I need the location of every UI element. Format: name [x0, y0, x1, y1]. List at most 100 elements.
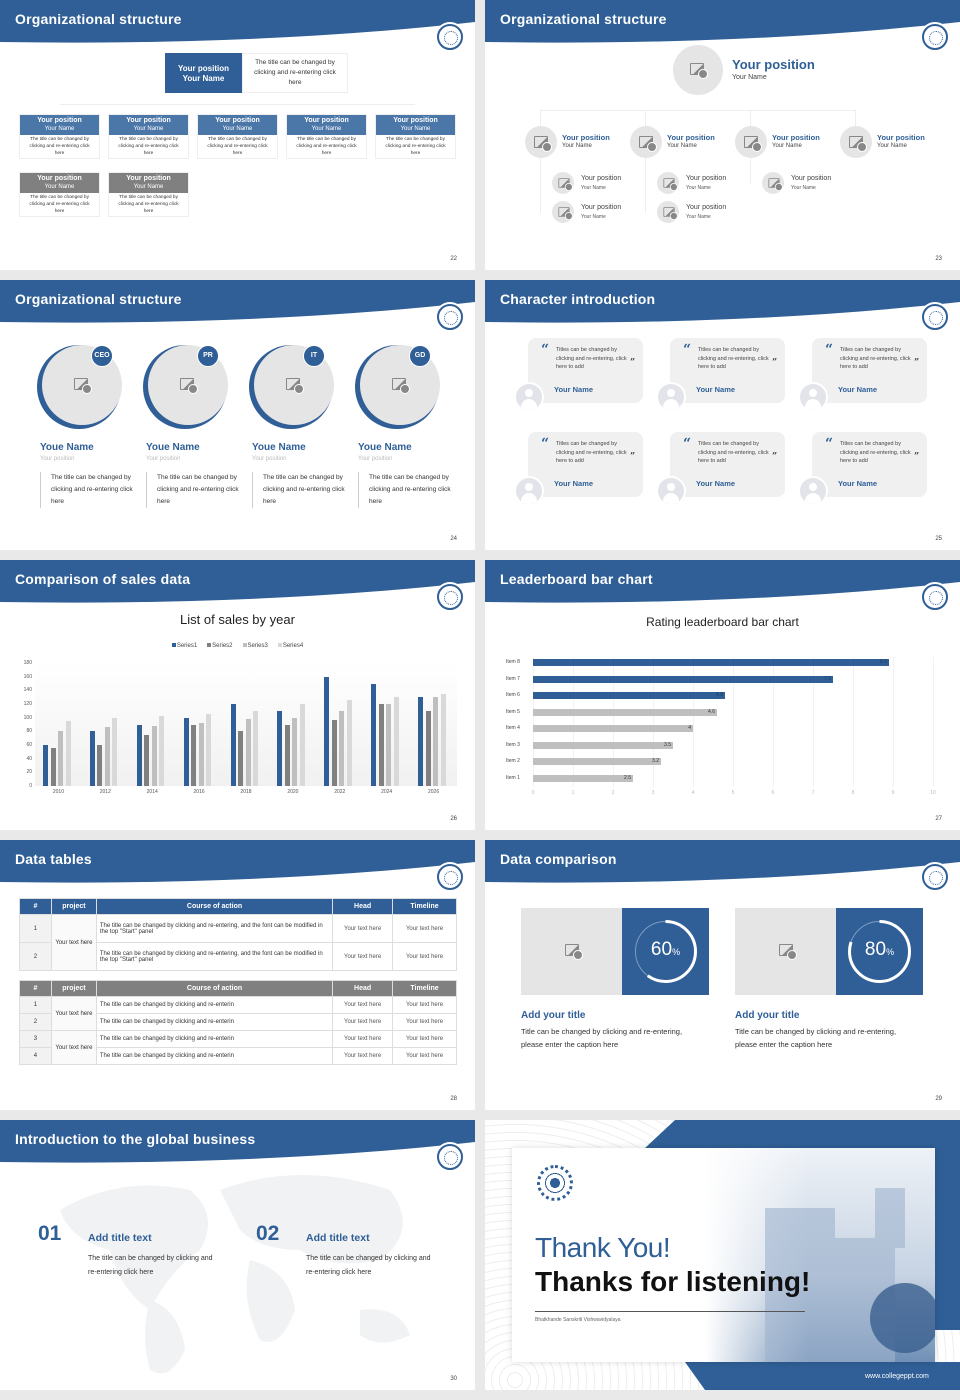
quote-card[interactable]: “ Titles can be changed by clicking and r…	[528, 432, 643, 497]
avatar-circle[interactable]	[630, 126, 662, 158]
avatar-circle-small[interactable]	[552, 201, 574, 223]
position-card[interactable]: Your position Your Name The title can be c…	[197, 114, 278, 159]
slide-24[interactable]: Organizational structure 24 CEO Youe Name Yo…	[0, 280, 475, 550]
avatar-circle[interactable]	[525, 126, 557, 158]
image-placeholder[interactable]	[735, 908, 836, 995]
legend-item: Series3	[242, 643, 268, 649]
image-placeholder-icon[interactable]	[180, 378, 198, 394]
bar-series4-2020	[299, 704, 305, 786]
image-placeholder-icon[interactable]	[849, 136, 867, 152]
slide-title: Organizational structure	[15, 11, 182, 27]
quote-card[interactable]: “ Titles can be changed by clicking and r…	[670, 338, 785, 403]
header-shape	[485, 280, 960, 323]
avatar-circle[interactable]	[148, 345, 228, 425]
close-quote-icon: ”	[772, 358, 778, 368]
bar-series4-2010	[65, 721, 71, 786]
image-placeholder-icon[interactable]	[744, 136, 762, 152]
action-cell: The title can be changed by clicking and…	[95, 914, 334, 943]
person-position: Your position	[40, 456, 75, 462]
slide-30[interactable]: Introduction to the global business 30 01 A…	[0, 1120, 475, 1390]
quote-card[interactable]: “ Titles can be changed by clicking and r…	[812, 338, 927, 403]
avatar-circle-small[interactable]	[552, 172, 574, 194]
card-header: Your position Your Name	[198, 115, 277, 135]
connector-line	[540, 110, 855, 111]
image-placeholder-icon[interactable]	[74, 378, 92, 394]
x-tick-label: 8	[851, 790, 855, 796]
image-placeholder-icon[interactable]	[558, 207, 573, 221]
image-placeholder-icon[interactable]	[534, 136, 552, 152]
connector-line	[855, 110, 856, 130]
slide-26[interactable]: Comparison of sales data 26 List of sales …	[0, 560, 475, 830]
university-logo	[437, 304, 463, 330]
avatar-circle-small[interactable]	[762, 172, 784, 194]
position-card[interactable]: Your position Your Name The title can be c…	[19, 172, 100, 217]
item-number: 01	[38, 1222, 62, 1245]
timeline-cell: Your text here	[392, 996, 457, 1014]
user-icon-head	[667, 483, 675, 491]
progress-arc	[634, 920, 697, 983]
slide-title: Comparison of sales data	[15, 571, 191, 587]
slide-31[interactable]: Thank You! Thanks for listening! Bhatkhand…	[485, 1120, 960, 1390]
slide-28[interactable]: Data tables 28 # project Course of action Hea…	[0, 840, 475, 1110]
tree	[870, 1283, 935, 1353]
position-card[interactable]: Your position Your Name The title can be c…	[108, 172, 189, 217]
position-label: Your position	[686, 175, 727, 182]
position-label: Your position	[215, 117, 260, 124]
legend-label: Series2	[212, 643, 233, 649]
slide-29[interactable]: Data comparison 29 60% Add your title Title …	[485, 840, 960, 1110]
image-placeholder-icon[interactable]	[663, 207, 678, 221]
image-placeholder-icon[interactable]	[663, 178, 678, 192]
x-tick-label: 6	[771, 790, 775, 796]
image-placeholder[interactable]	[521, 908, 622, 995]
header-shape	[0, 560, 475, 603]
page-number: 28	[450, 1096, 457, 1102]
position-card[interactable]: Your position Your Name The title can be c…	[375, 114, 456, 159]
avatar-circle[interactable]	[840, 126, 872, 158]
connector-line	[540, 110, 541, 213]
position-card[interactable]: Your position Your Name The title can be c…	[108, 114, 189, 159]
bar-series2-2026	[425, 710, 431, 786]
university-logo	[437, 1144, 463, 1170]
gridline	[653, 657, 654, 787]
x-tick-label: 4	[691, 790, 695, 796]
image-placeholder-icon[interactable]	[565, 944, 583, 960]
avatar-circle-small[interactable]	[657, 201, 679, 223]
header-shape	[485, 0, 960, 43]
avatar-circle-small[interactable]	[657, 172, 679, 194]
image-placeholder-icon[interactable]	[558, 178, 573, 192]
image-placeholder-icon[interactable]	[690, 63, 708, 79]
x-tick-label: 2026	[427, 789, 440, 795]
item-title: Add title text	[88, 1232, 152, 1244]
avatar-circle[interactable]	[735, 126, 767, 158]
image-placeholder-icon[interactable]	[639, 136, 657, 152]
slide-title: Data tables	[15, 851, 92, 867]
website-link[interactable]: www.collegeppt.com	[865, 1373, 929, 1380]
quote-card[interactable]: “ Titles can be changed by clicking and r…	[528, 338, 643, 403]
bar-series2-2018	[238, 731, 244, 786]
slide-25[interactable]: Character introduction 25 “ Titles can be c…	[485, 280, 960, 550]
bar-series2-2022	[331, 720, 337, 786]
image-placeholder-icon[interactable]	[779, 944, 797, 960]
gridline	[893, 657, 894, 787]
name-label: Your Name	[772, 143, 802, 149]
slide-22[interactable]: Organizational structure 22 Your position Y…	[0, 0, 475, 270]
quote-card[interactable]: “ Titles can be changed by clicking and r…	[812, 432, 927, 497]
image-placeholder-icon[interactable]	[768, 178, 783, 192]
timeline-cell: Your text here	[392, 942, 457, 971]
slide-27[interactable]: Leaderboard bar chart 27 Rating leaderboar…	[485, 560, 960, 830]
image-placeholder-icon[interactable]	[392, 378, 410, 394]
top-position-box[interactable]: Your position Your Name	[165, 53, 242, 93]
position-card[interactable]: Your position Your Name The title can be c…	[19, 114, 100, 159]
position-card[interactable]: Your position Your Name The title can be c…	[286, 114, 367, 159]
bar-series1-2012	[89, 731, 95, 786]
quote-card[interactable]: “ Titles can be changed by clicking and r…	[670, 432, 785, 497]
gridline	[533, 657, 534, 787]
page-number: 29	[935, 1096, 942, 1102]
slide-23[interactable]: Organizational structure 23 Your position Y…	[485, 0, 960, 270]
avatar-circle[interactable]	[673, 45, 723, 95]
image-placeholder-icon[interactable]	[286, 378, 304, 394]
position-label: Your position	[732, 57, 815, 72]
role-badge: PR	[197, 345, 219, 367]
slide-title: Data comparison	[500, 851, 617, 867]
progress-value: 80%	[836, 939, 923, 961]
